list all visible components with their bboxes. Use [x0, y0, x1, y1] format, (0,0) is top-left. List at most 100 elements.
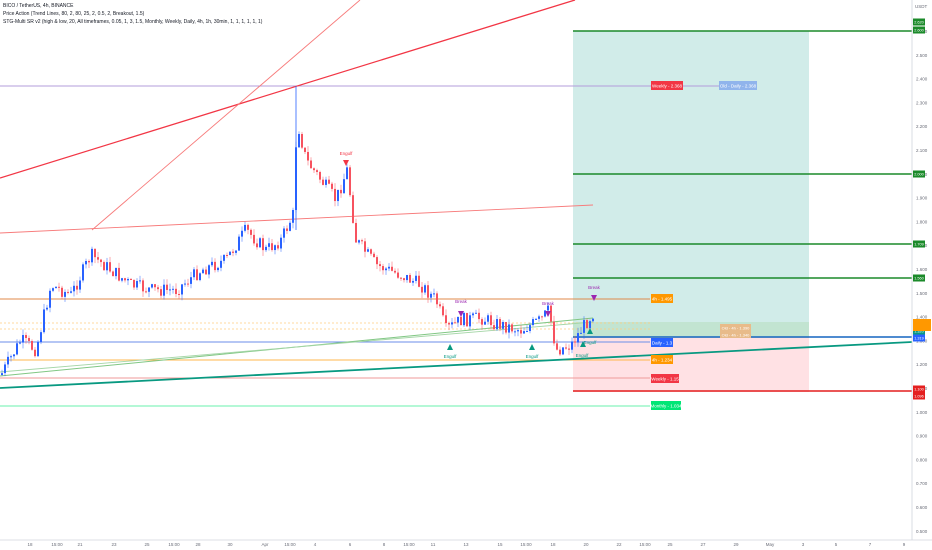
time-axis[interactable]: 18 15:00 21 23 25 15:00 28 30 Apr 15:00 4 6 8 15:00 11… [27, 542, 905, 547]
candle-body [229, 251, 231, 256]
trend-line[interactable] [0, 0, 576, 179]
down-arrow-icon [458, 311, 464, 317]
time-tick-label: 18 [550, 542, 556, 547]
candle-body [424, 285, 426, 293]
price-tag-text: 1.320 [914, 330, 924, 334]
candle-body [412, 280, 414, 283]
time-tick-label: 15:00 [639, 542, 651, 547]
price-tick-label: 1.500 [916, 291, 928, 296]
level-label-text: Old - 4h - 1.390 [722, 326, 751, 331]
candle-body [559, 349, 561, 355]
symbol-title[interactable]: BICO / TetherUS, 4h, BINANCE [3, 3, 74, 9]
time-tick-label: 9 [903, 542, 906, 547]
candle-body [220, 260, 222, 268]
candle-body [61, 287, 63, 297]
candle-body [289, 222, 291, 231]
candle-body [79, 280, 81, 290]
candle-body [208, 265, 210, 275]
candle-body [145, 291, 147, 293]
candle-body [571, 341, 573, 350]
candle-body [586, 320, 588, 329]
price-tag-text: 2.600 [914, 29, 924, 33]
trend-line[interactable] [0, 341, 913, 389]
candle-body [112, 271, 114, 277]
up-arrow-icon [587, 328, 593, 334]
candle-body [316, 170, 318, 172]
candle-body [373, 253, 375, 258]
candle-body [403, 278, 405, 281]
level-label-text: 4h - 1.234 [652, 358, 673, 363]
candle-body [13, 354, 15, 357]
candle-body [223, 254, 225, 261]
level-label-4h-lower: 4h - 1.234 [651, 355, 673, 364]
trend-line[interactable] [91, 0, 361, 231]
candle-body [298, 133, 300, 148]
candle-body [85, 261, 87, 265]
candle-body [109, 262, 111, 272]
candle-body [37, 341, 39, 357]
time-tick-label: 5 [835, 542, 838, 547]
break-signal: Break [455, 299, 468, 317]
trend-line[interactable] [0, 204, 594, 234]
candle-body [376, 257, 378, 265]
candle-body [130, 278, 132, 280]
candle-body [532, 319, 534, 326]
annotation-text: Break [542, 301, 555, 306]
indicator-price-action[interactable]: Price Action (Trend Lines, 80, 2, 80, 25… [3, 11, 145, 17]
candle-body [148, 287, 150, 292]
time-tick-label: 25 [667, 542, 673, 547]
candle-body [178, 294, 180, 296]
candle-body [136, 281, 138, 288]
time-tick-label: 4 [314, 542, 317, 547]
price-tag-text: 2.000 [914, 173, 924, 177]
level-label-text: 4h - 1.495 [652, 297, 673, 302]
candle-body [73, 285, 75, 292]
candle-body [433, 293, 435, 295]
candle-body [55, 286, 57, 289]
price-tick-label: 1.800 [916, 219, 928, 224]
candle-body [247, 224, 249, 230]
candle-body [232, 251, 234, 253]
candle-body [367, 249, 369, 252]
engulf-bull-signal: Engulf [526, 344, 540, 359]
candle-body [481, 319, 483, 325]
price-tick-label: 2.100 [916, 148, 928, 153]
indicator-stg-multi-sr[interactable]: STG-Multi SR v2 (high & low, 20, All tim… [3, 19, 263, 25]
candle-body [325, 179, 327, 185]
candle-body [331, 183, 333, 189]
candle-body [364, 241, 366, 252]
engulf-bull-signal: Engulf [584, 328, 597, 345]
candle-body [16, 343, 18, 355]
time-tick-label: 8 [383, 542, 386, 547]
candle-body [19, 342, 21, 344]
trend-line[interactable] [0, 321, 594, 373]
level-label-old-4h: Old - 4h - 1.390 [720, 324, 751, 331]
candle-body [328, 179, 330, 184]
candle-body [475, 312, 477, 314]
candle-body [211, 261, 213, 266]
price-tick-label: 1.200 [916, 362, 928, 367]
candle-body [340, 189, 342, 194]
time-tick-label: 15 [497, 542, 503, 547]
down-arrow-icon [343, 160, 349, 166]
break-signal: Break [588, 285, 601, 301]
candle-body [592, 318, 594, 322]
time-tick-label: 15:00 [168, 542, 180, 547]
candle-body [202, 269, 204, 274]
candle-body [379, 264, 381, 267]
candle-body [415, 275, 417, 281]
candle-body [196, 269, 198, 281]
price-tick-label: 0.700 [916, 481, 928, 486]
candle-body [292, 209, 294, 223]
candle-body [457, 316, 459, 323]
annotation-text: Engulf [526, 354, 540, 359]
candle-body [172, 288, 174, 290]
time-tick-label: 13 [463, 542, 469, 547]
candle-body [391, 266, 393, 271]
candle-body [313, 168, 315, 171]
candle-body [430, 293, 432, 298]
price-tick-label: 2.500 [916, 53, 928, 58]
candle-body [250, 229, 252, 235]
candle-body [133, 279, 135, 288]
